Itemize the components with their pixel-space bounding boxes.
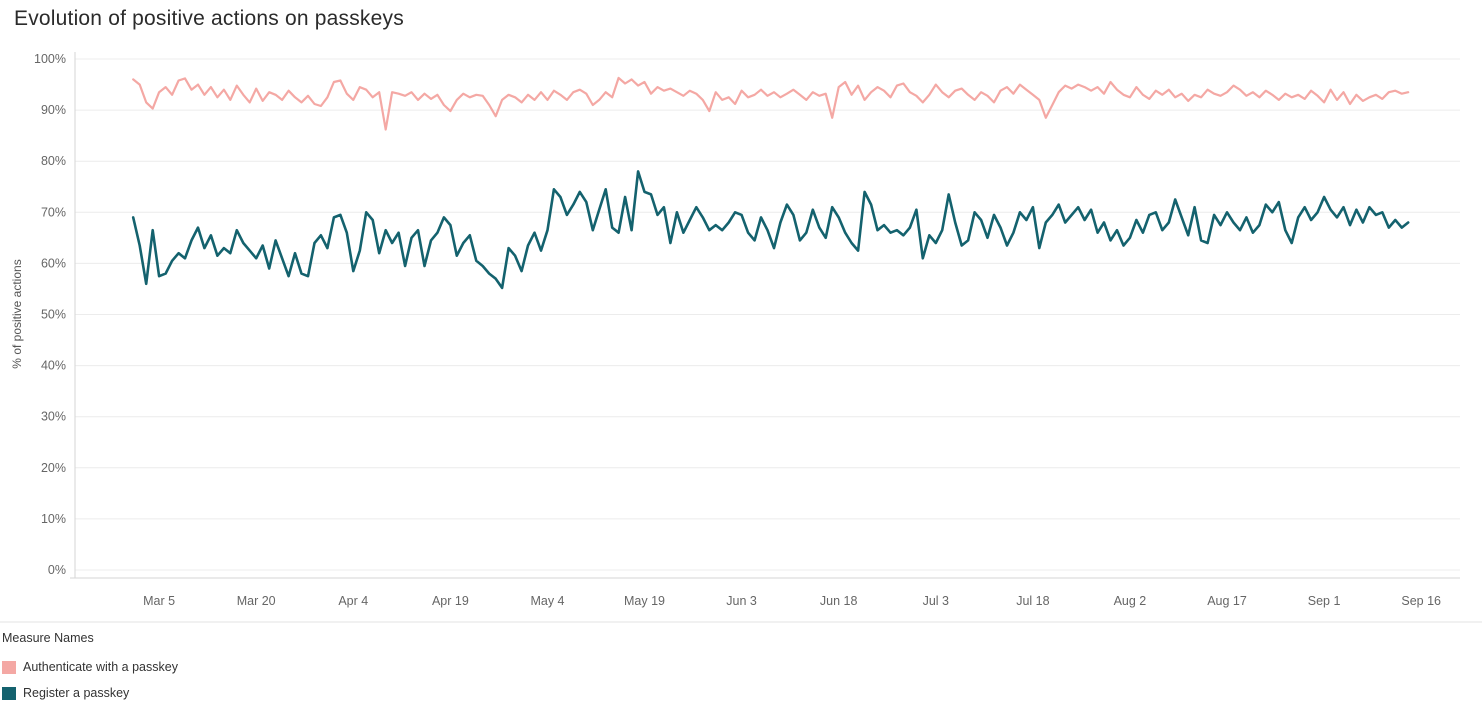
x-tick-label: Jun 18 <box>820 594 858 608</box>
x-tick-label: Apr 19 <box>432 594 469 608</box>
x-tick-label: Mar 20 <box>237 594 276 608</box>
y-tick-label: 20% <box>41 461 66 475</box>
y-tick-label: 60% <box>41 256 66 270</box>
legend: Measure Names Authenticate with a passke… <box>2 631 178 706</box>
y-tick-label: 40% <box>41 359 66 373</box>
x-tick-label: May 4 <box>530 594 564 608</box>
legend-swatch-authenticate <box>2 660 16 674</box>
x-tick-label: Sep 1 <box>1308 594 1341 608</box>
x-tick-label: May 19 <box>624 594 665 608</box>
y-tick-label: 100% <box>34 52 66 66</box>
chart-title: Evolution of positive actions on passkey… <box>14 7 404 30</box>
legend-label-authenticate: Authenticate with a passkey <box>23 660 178 674</box>
y-tick-label: 0% <box>48 563 66 577</box>
x-tick-label: Jul 18 <box>1016 594 1049 608</box>
y-tick-label: 30% <box>41 410 66 424</box>
x-tick-label: Sep 16 <box>1401 594 1441 608</box>
x-tick-label: Jun 3 <box>726 594 757 608</box>
legend-swatch-register <box>2 686 16 700</box>
y-axis-title: % of positive actions <box>10 259 24 368</box>
legend-label-register: Register a passkey <box>23 686 130 700</box>
legend-title: Measure Names <box>2 631 94 645</box>
x-tick-label: Mar 5 <box>143 594 175 608</box>
legend-item-authenticate[interactable]: Authenticate with a passkey <box>2 654 178 680</box>
x-tick-label: Aug 17 <box>1207 594 1247 608</box>
y-tick-label: 80% <box>41 154 66 168</box>
series-line-register[interactable] <box>131 170 1410 290</box>
x-tick-label: Apr 4 <box>338 594 368 608</box>
x-tick-label: Jul 3 <box>923 594 949 608</box>
series-line-authenticate[interactable] <box>132 76 1410 131</box>
legend-item-register[interactable]: Register a passkey <box>2 680 178 706</box>
x-tick-label: Aug 2 <box>1114 594 1147 608</box>
y-tick-label: 10% <box>41 512 66 526</box>
line-chart-canvas[interactable]: 0% 10% 20% 30% 40% 50% 60% 70% 80% 90% 100% % of po… <box>0 40 1482 630</box>
y-tick-label: 90% <box>41 103 66 117</box>
y-tick-label: 50% <box>41 308 66 322</box>
y-tick-label: 70% <box>41 205 66 219</box>
